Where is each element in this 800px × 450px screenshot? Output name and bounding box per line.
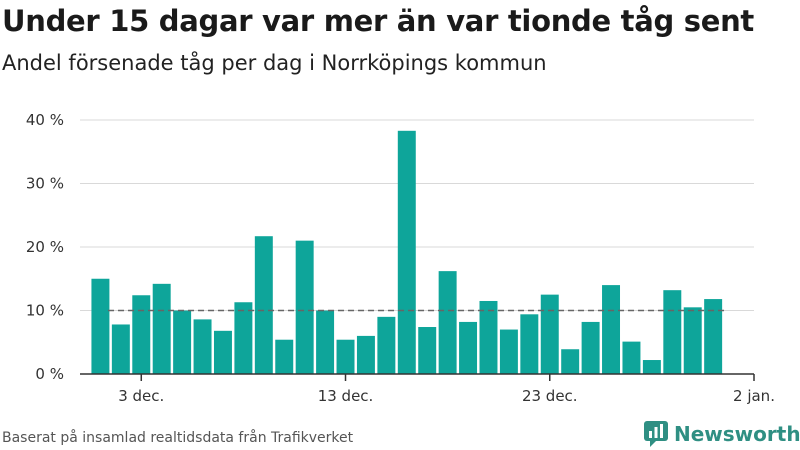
bar [336,339,355,374]
brand-name: Newsworthy [674,422,800,446]
bar [275,339,294,374]
y-tick-label: 0 % [35,365,64,383]
bar [316,310,335,374]
bar-chart: 0 % 10 % 20 % 30 % 40 % 3 dec. 13 dec. 23 dec. 2… [26,111,775,405]
x-tick-label: 3 dec. [118,387,164,405]
y-tick-label: 10 % [26,302,64,320]
y-tick-label: 30 % [26,175,64,193]
bar [459,321,478,374]
bar [356,335,375,374]
x-tick-label: 23 dec. [522,387,578,405]
bar [397,130,416,374]
bar [91,278,110,374]
bar [173,310,192,374]
bar [418,327,437,374]
bar [642,360,661,374]
bar [377,316,396,374]
bar [622,341,641,374]
bar [683,307,702,374]
bar [602,285,621,374]
chart-title: Under 15 dagar var mer än var tionde tåg… [2,4,754,38]
bar [520,314,539,374]
bar [111,324,130,374]
bar [254,236,273,374]
chart-subtitle: Andel försenade tåg per dag i Norrköping… [2,51,547,75]
x-tick-label: 2 jan. [733,387,775,405]
x-tick-label: 13 dec. [318,387,374,405]
bar-chart-logo-icon [644,421,668,447]
bar [295,240,314,374]
bar [561,349,580,374]
brand-logo: Newsworthy [644,420,800,448]
bar [479,300,498,374]
bar [663,290,682,374]
bar [540,294,559,375]
y-tick-label: 40 % [26,111,64,129]
source-note: Baserat på insamlad realtidsdata från Tr… [2,430,354,446]
bar [132,295,151,374]
bar [438,271,457,374]
bar [193,319,212,374]
bar [234,302,253,374]
bar [704,299,723,374]
bar [499,329,518,374]
bar [213,330,232,374]
bar [152,283,171,374]
y-tick-label: 20 % [26,238,64,256]
bar [581,321,600,374]
